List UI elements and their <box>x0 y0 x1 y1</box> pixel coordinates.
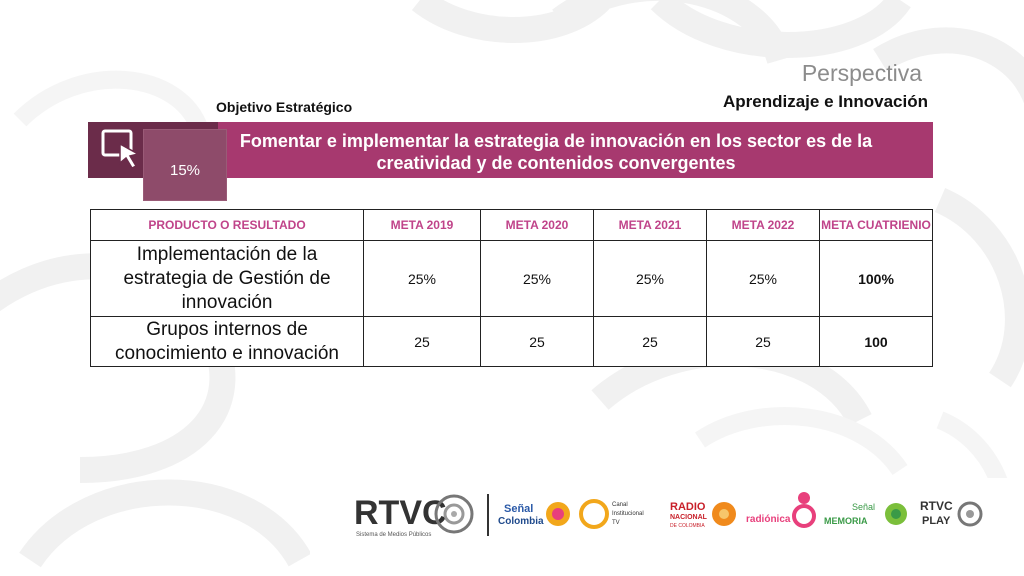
rtvc-logo-text: RTVC <box>354 494 447 532</box>
row-meta-2019: 25% <box>363 240 481 317</box>
canal-institucional-icon <box>579 499 609 529</box>
media-logos: RTVC Sistema de Medios Públicos Señal Co… <box>354 492 983 538</box>
header-meta-2020: META 2020 <box>480 209 594 241</box>
canal-institucional-logo: Canal Institucional TV <box>579 499 644 529</box>
row-meta-2019: 25 <box>363 316 481 367</box>
svg-text:radiónica: radiónica <box>746 514 791 525</box>
header-meta-2021: META 2021 <box>593 209 707 241</box>
rtvc-tagline: Sistema de Medios Públicos <box>356 532 431 538</box>
rtvc-swirl-icon <box>434 494 474 534</box>
svg-text:PLAY: PLAY <box>922 515 951 527</box>
svg-text:Institucional: Institucional <box>612 511 644 517</box>
header-meta-2022: META 2022 <box>706 209 820 241</box>
weight-value: 15% <box>169 162 201 179</box>
svg-text:NACIONAL: NACIONAL <box>670 514 708 521</box>
weight-box <box>144 130 226 200</box>
row-total: 100% <box>819 240 933 317</box>
header-product: PRODUCTO O RESULTADO <box>90 209 364 241</box>
radio-nacional-logo: RADIO NACIONAL DE COLOMBIA <box>670 501 736 529</box>
table-row: Grupos internos de conocimiento e innova… <box>90 316 933 367</box>
row-meta-2020: 25 <box>480 316 594 367</box>
goals-table: PRODUCTO O RESULTADO META 2019 META 2020… <box>90 209 933 367</box>
objective-band <box>88 122 933 178</box>
row-product: Grupos internos de conocimiento e innova… <box>90 316 364 367</box>
perspective-title: Perspectiva <box>801 60 922 86</box>
svg-text:RADIO: RADIO <box>670 501 706 513</box>
svg-text:MEMORIA: MEMORIA <box>824 516 868 526</box>
svg-text:DE COLOMBIA: DE COLOMBIA <box>670 523 705 529</box>
row-total: 100 <box>819 316 933 367</box>
footer-logo-strip <box>310 478 1024 576</box>
row-meta-2021: 25 <box>593 316 707 367</box>
rtvc-play-icon <box>957 501 983 527</box>
rtvc-play-logo: RTVC PLAY <box>920 499 983 527</box>
perspective-subtitle: Aprendizaje e Innovación <box>723 92 928 111</box>
svg-text:RTVC: RTVC <box>920 499 953 513</box>
svg-text:TV: TV <box>612 520 620 526</box>
senal-colombia-logo: Señal Colombia <box>498 502 570 527</box>
row-meta-2020: 25% <box>480 240 594 317</box>
row-meta-2022: 25 <box>706 316 820 367</box>
objective-text: Fomentar e implementar la estrategia de … <box>239 131 873 173</box>
rtvc-logo: RTVC Sistema de Medios Públicos <box>354 494 474 538</box>
table-header-row: PRODUCTO O RESULTADO META 2019 META 2020… <box>90 209 933 241</box>
cursor-click-icon <box>101 129 141 169</box>
radionica-icon <box>798 492 810 504</box>
senal-memoria-logo: Señal MEMORIA <box>824 502 907 526</box>
row-meta-2021: 25% <box>593 240 707 317</box>
svg-text:Señal: Señal <box>852 502 875 512</box>
header-meta-cuatrienio: META CUATRIENIO <box>819 209 933 241</box>
row-product: Implementación de la estrategia de Gesti… <box>90 240 364 317</box>
header-meta-2019: META 2019 <box>363 209 481 241</box>
svg-text:Señal: Señal <box>504 503 533 515</box>
objective-label: Objetivo Estratégico <box>216 99 353 115</box>
svg-text:Colombia: Colombia <box>498 516 544 527</box>
table-row: Implementación de la estrategia de Gesti… <box>90 240 933 317</box>
row-meta-2022: 25% <box>706 240 820 317</box>
radionica-logo: radiónica <box>746 492 816 528</box>
svg-text:Canal: Canal <box>612 502 628 508</box>
